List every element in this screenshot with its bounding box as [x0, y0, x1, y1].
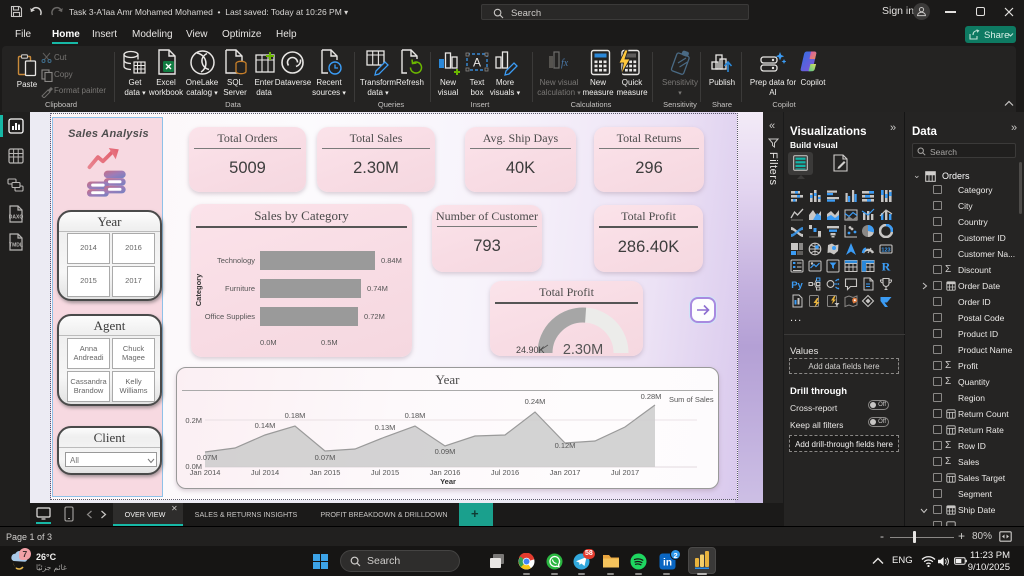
- svg-text:R: R: [882, 260, 891, 274]
- svg-text:123: 123: [881, 247, 890, 253]
- svg-text:0.28M: 0.28M: [641, 392, 662, 401]
- svg-text:0.74M: 0.74M: [367, 284, 388, 293]
- svg-text:0.07M: 0.07M: [197, 453, 218, 462]
- svg-text:Jul 2014: Jul 2014: [251, 468, 279, 477]
- svg-text:0.09M: 0.09M: [435, 447, 456, 456]
- svg-text:Jul 2015: Jul 2015: [371, 468, 399, 477]
- svg-text:Category: Category: [194, 273, 203, 306]
- svg-text:0.24M: 0.24M: [525, 397, 546, 406]
- svg-text:Jan 2017: Jan 2017: [550, 468, 581, 477]
- svg-text:Py: Py: [791, 280, 803, 291]
- svg-text:Jan 2015: Jan 2015: [310, 468, 341, 477]
- svg-text:2.30M: 2.30M: [563, 342, 603, 356]
- svg-text:0.13M: 0.13M: [375, 423, 396, 432]
- svg-text:0.14M: 0.14M: [255, 421, 276, 430]
- svg-text:0.18M: 0.18M: [405, 411, 426, 420]
- svg-text:Year: Year: [440, 477, 456, 486]
- svg-text:DAXQ: DAXQ: [9, 215, 24, 221]
- svg-text:0.0M: 0.0M: [185, 462, 202, 471]
- svg-text:Jul 2017: Jul 2017: [611, 468, 639, 477]
- svg-text:Jan 2014: Jan 2014: [190, 468, 221, 477]
- svg-text:Office Supplies: Office Supplies: [205, 312, 256, 321]
- svg-text:0.72M: 0.72M: [364, 312, 385, 321]
- svg-text:Furniture: Furniture: [225, 284, 255, 293]
- svg-text:in: in: [663, 558, 672, 569]
- svg-text:0.5M: 0.5M: [321, 338, 338, 347]
- svg-text:0.0M: 0.0M: [260, 338, 277, 347]
- svg-text:0.07M: 0.07M: [315, 453, 336, 462]
- svg-text:Jan 2016: Jan 2016: [430, 468, 461, 477]
- svg-text:TMDL: TMDL: [9, 243, 23, 249]
- svg-text:Sum of Sales: Sum of Sales: [669, 395, 714, 404]
- svg-text:0.2M: 0.2M: [185, 416, 202, 425]
- svg-text:Jul 2016: Jul 2016: [491, 468, 519, 477]
- svg-text:0.18M: 0.18M: [285, 411, 306, 420]
- svg-text:fx: fx: [561, 58, 569, 69]
- svg-text:Technology: Technology: [217, 256, 255, 265]
- svg-text:24.90K: 24.90K: [516, 345, 545, 355]
- svg-text:A: A: [473, 56, 481, 70]
- svg-text:0.12M: 0.12M: [555, 441, 576, 450]
- svg-text:0.84M: 0.84M: [381, 256, 402, 265]
